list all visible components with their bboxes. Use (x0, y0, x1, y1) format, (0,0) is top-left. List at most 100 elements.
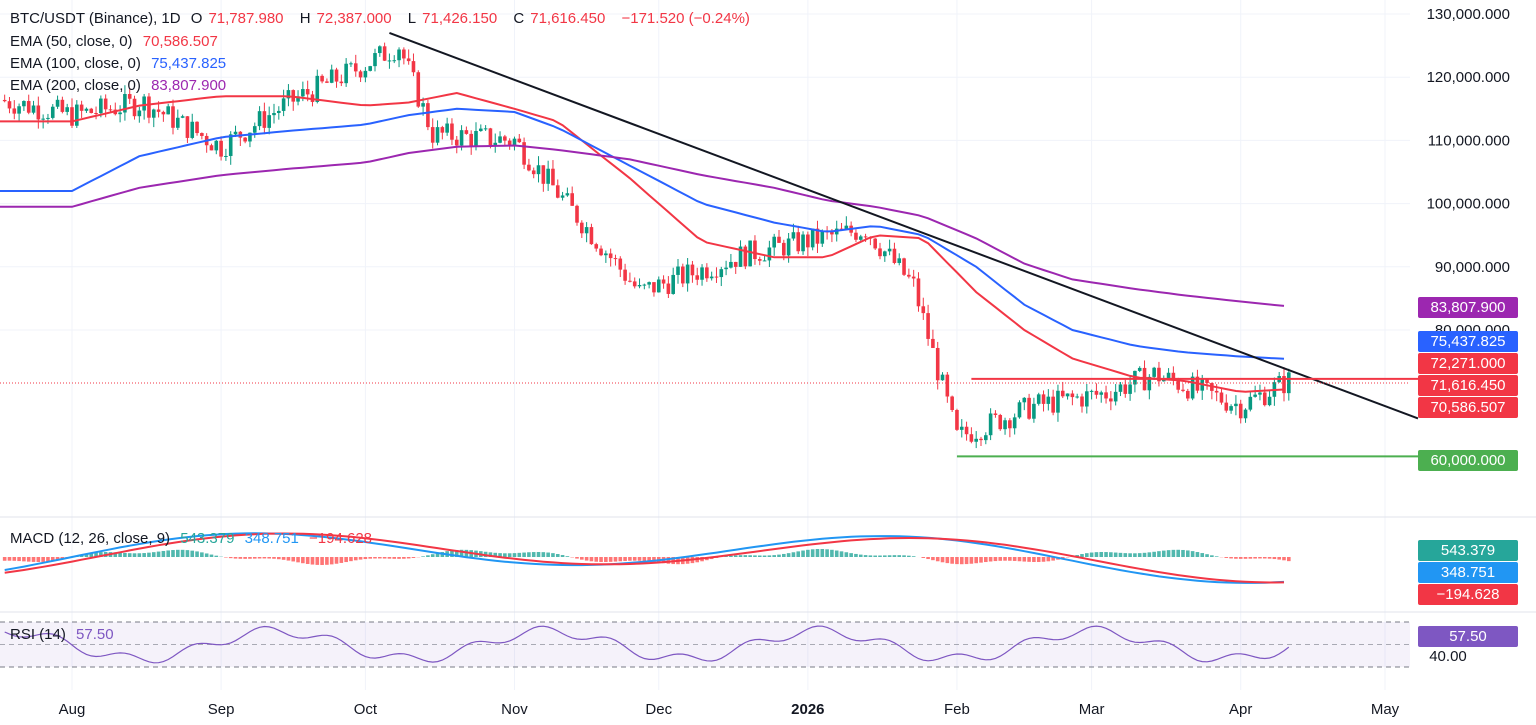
candle-body (570, 193, 574, 206)
candle-body (531, 170, 536, 175)
macd-histogram-bar (820, 549, 825, 557)
low-label: L (407, 10, 417, 27)
macd-histogram-bar (522, 552, 526, 557)
macd-histogram-bar (873, 555, 877, 557)
macd-histogram-bar (589, 557, 594, 562)
candle-body (507, 140, 512, 145)
candle-body (22, 101, 26, 107)
macd-histogram-bar (637, 557, 642, 561)
macd-histogram-bar (1133, 553, 1137, 557)
candle-body (637, 284, 642, 287)
candle-body (974, 438, 978, 442)
macd-histogram-bar (238, 557, 243, 559)
macd-histogram-bar (738, 555, 743, 557)
candle-body (705, 267, 709, 279)
candle-body (1065, 393, 1070, 397)
candle-body (161, 111, 166, 115)
macd-histogram-bar (1104, 552, 1108, 557)
candle-body (748, 240, 752, 267)
macd-histogram-bar (902, 555, 906, 557)
ema200-legend: EMA (200, close, 0) 83,807.900 (10, 77, 232, 94)
price-tag: 83,807.900 (1418, 297, 1518, 318)
macd-histogram-bar (26, 557, 31, 562)
candle-body (267, 115, 271, 128)
macd-histogram-bar (344, 557, 348, 563)
macd-histogram-bar (325, 557, 329, 565)
candle-body (1060, 390, 1065, 397)
candle-body (1012, 417, 1017, 429)
candle-body (378, 46, 382, 54)
candle-body (156, 109, 161, 112)
candle-body (301, 89, 305, 97)
macd-histogram-bar (1118, 552, 1123, 557)
macd-histogram-bar (22, 557, 26, 562)
candle-body (1219, 392, 1224, 403)
macd-histogram-bar (132, 553, 137, 557)
candle-body (108, 109, 113, 111)
candle-body (137, 110, 142, 117)
candle-body (339, 81, 344, 84)
macd-histogram-bar (1166, 550, 1171, 557)
candle-body (1056, 390, 1060, 413)
macd-histogram-bar (753, 555, 757, 557)
macd-histogram-bar (632, 557, 637, 561)
macd-histogram-bar (1094, 552, 1099, 557)
candle-body (815, 228, 820, 244)
trendline (389, 32, 1419, 420)
grid (0, 0, 1536, 690)
candle-body (70, 107, 74, 126)
macd-histogram-bar (1142, 552, 1147, 557)
macd-histogram-bar (945, 557, 950, 564)
macd-histogram-bar (315, 557, 320, 565)
candle-body (1238, 403, 1243, 419)
candle-body (2, 99, 7, 102)
macd-histogram-bar (243, 557, 247, 559)
candle-body (325, 81, 329, 83)
candle-body (546, 168, 550, 184)
candle-body (878, 248, 882, 257)
macd-histogram-bar (604, 557, 608, 562)
macd-histogram-bar (652, 557, 656, 563)
macd-histogram-bar (546, 552, 550, 557)
candle-body (1234, 403, 1238, 407)
macd-histogram-bar (767, 555, 772, 557)
candle-body (36, 105, 41, 120)
candle-body (565, 193, 570, 196)
macd-histogram-bar (541, 552, 546, 557)
macd-histogram-bar (503, 553, 507, 557)
macd-histogram-bar (378, 557, 382, 559)
ema200-label: EMA (200, close, 0) (10, 77, 141, 94)
candle-body (233, 131, 238, 135)
drawings (0, 32, 1419, 458)
candle-body (1041, 394, 1046, 404)
macd-histogram-bar (137, 553, 142, 557)
macd-histogram-bar (493, 552, 498, 557)
macd-histogram-bar (560, 555, 565, 557)
macd-histogram-bar (387, 557, 392, 559)
candle-body (714, 276, 719, 278)
macd-histogram-bar (1089, 552, 1094, 557)
macd-histogram-bar (363, 557, 368, 560)
candle-body (767, 247, 772, 261)
candle-body (1099, 392, 1104, 395)
candle-body (1109, 398, 1113, 402)
macd-histogram-bar (897, 555, 902, 557)
candle-body (560, 195, 565, 198)
candle-body (1027, 397, 1031, 419)
candle-body (984, 435, 988, 441)
candle-body (1176, 380, 1180, 390)
candle-body (12, 108, 17, 114)
macd-histogram-bar (147, 552, 151, 557)
candle-body (1258, 392, 1262, 395)
candle-body (666, 283, 671, 294)
candle-body (1166, 372, 1171, 379)
macd-line (4, 532, 1285, 584)
macd-histogram-bar (1099, 551, 1104, 557)
candle-body (493, 142, 498, 146)
macd-tag: −194.628 (1418, 584, 1518, 605)
macd-histogram-bar (204, 553, 209, 557)
macd-histogram-bar (190, 550, 195, 557)
macd-histogram-bar (1282, 557, 1286, 561)
candle-body (479, 128, 483, 132)
